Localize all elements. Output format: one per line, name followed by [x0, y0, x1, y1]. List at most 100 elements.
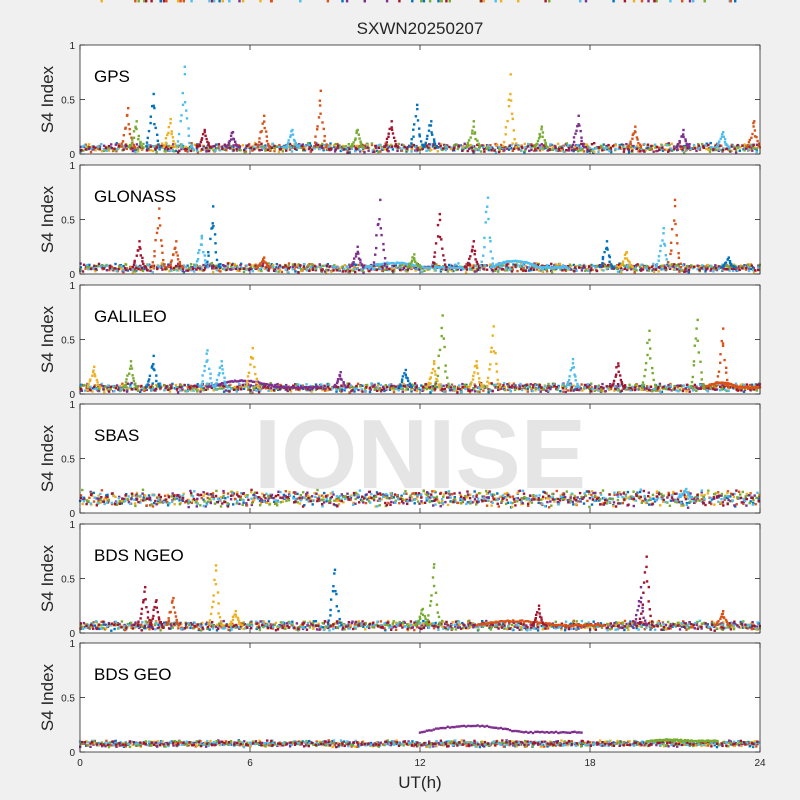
data-point	[246, 380, 249, 383]
data-point	[722, 147, 725, 150]
data-point	[410, 150, 413, 153]
data-point	[468, 390, 472, 393]
data-point	[693, 145, 696, 148]
data-point	[438, 348, 442, 352]
data-point	[214, 149, 217, 152]
data-point	[454, 263, 457, 266]
data-point	[256, 143, 260, 147]
data-point	[336, 380, 339, 383]
data-point	[228, 0, 231, 3]
data-point	[580, 142, 583, 146]
data-point	[93, 264, 96, 267]
data-point	[355, 148, 358, 151]
data-point	[659, 249, 662, 253]
data-point	[243, 149, 246, 152]
data-point	[673, 219, 676, 222]
data-point	[251, 380, 254, 383]
data-point	[243, 150, 246, 154]
data-point	[165, 0, 168, 3]
data-point	[691, 385, 694, 388]
data-point	[134, 150, 137, 154]
data-point	[440, 238, 443, 241]
data-point	[94, 268, 98, 271]
data-point	[289, 390, 293, 393]
data-point	[247, 371, 251, 374]
data-point	[486, 146, 489, 149]
data-point	[214, 146, 218, 150]
data-point	[554, 145, 557, 148]
data-point	[688, 0, 692, 3]
data-point	[366, 146, 369, 149]
data-point	[138, 245, 141, 249]
data-point	[624, 265, 627, 269]
data-point	[161, 268, 164, 271]
data-point	[186, 269, 190, 272]
data-point	[719, 389, 722, 392]
data-point	[354, 387, 358, 391]
data-point	[217, 263, 221, 266]
data-point	[299, 264, 302, 267]
data-point	[152, 267, 156, 270]
data-point	[249, 384, 252, 387]
data-point	[627, 148, 630, 152]
data-point	[757, 268, 760, 272]
data-point	[363, 0, 366, 3]
data-point	[272, 385, 276, 388]
data-point	[86, 385, 89, 389]
data-point	[367, 146, 371, 150]
data-point	[684, 139, 687, 143]
data-point	[568, 375, 571, 378]
data-point	[291, 265, 294, 268]
data-point	[132, 146, 135, 149]
data-point	[657, 255, 661, 258]
data-point	[350, 268, 353, 272]
data-point	[336, 378, 340, 381]
data-point	[492, 325, 495, 328]
data-point	[483, 264, 486, 267]
data-point	[691, 389, 695, 392]
data-point	[733, 267, 736, 271]
data-point	[306, 388, 309, 391]
data-point	[407, 379, 410, 383]
data-point	[686, 143, 689, 147]
data-point	[124, 263, 128, 266]
data-point	[627, 144, 631, 147]
data-point	[621, 262, 624, 265]
data-point	[276, 387, 279, 390]
data-point	[423, 266, 426, 269]
data-point	[604, 146, 608, 149]
data-point	[683, 151, 686, 154]
data-point	[125, 378, 128, 381]
data-point	[497, 385, 500, 389]
data-point	[468, 263, 472, 266]
data-point	[425, 149, 428, 152]
data-point	[93, 373, 96, 376]
data-point	[168, 390, 172, 393]
data-point	[181, 103, 185, 106]
data-point	[660, 264, 663, 268]
data-point	[363, 266, 366, 269]
data-point	[114, 267, 118, 270]
data-point	[371, 150, 375, 153]
y-tick-label: 1	[69, 41, 75, 52]
data-point	[201, 133, 205, 136]
data-point	[88, 266, 91, 269]
data-point	[129, 360, 133, 363]
data-point	[739, 383, 742, 387]
data-point	[112, 385, 115, 388]
data-point	[684, 387, 687, 390]
data-point	[400, 385, 403, 388]
data-point	[471, 245, 474, 248]
data-point	[268, 146, 271, 149]
data-point	[444, 364, 447, 367]
data-point	[490, 149, 493, 152]
data-point	[289, 144, 292, 147]
data-point	[258, 145, 261, 148]
data-point	[485, 268, 489, 271]
data-point	[248, 379, 251, 383]
data-point	[446, 270, 450, 273]
data-point	[235, 380, 238, 383]
data-point	[147, 145, 150, 149]
data-point	[463, 142, 466, 145]
